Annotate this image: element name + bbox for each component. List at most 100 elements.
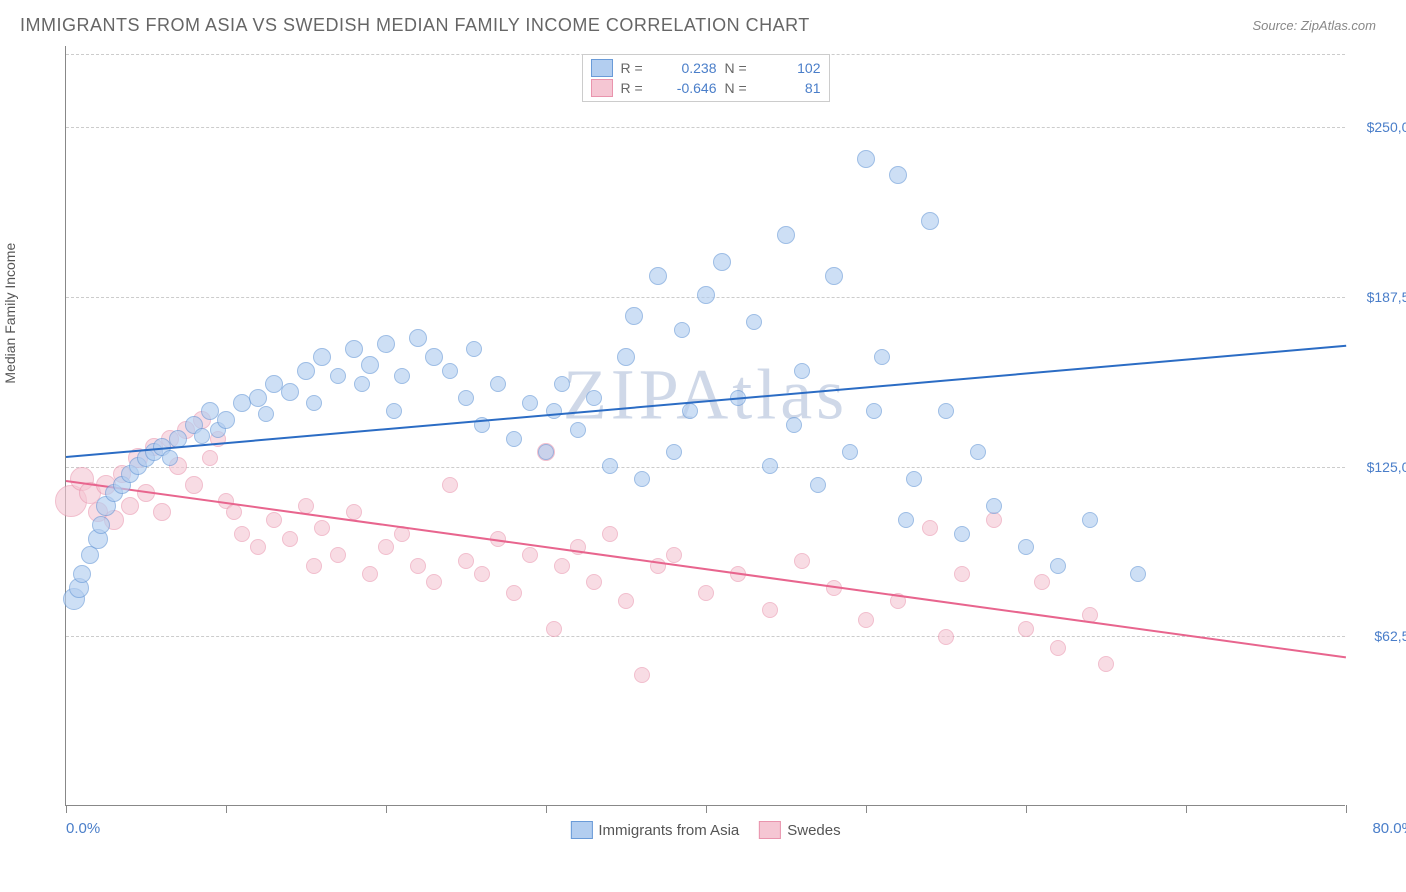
data-point-swedes	[506, 585, 522, 601]
source-name: ZipAtlas.com	[1301, 18, 1376, 33]
data-point-asia	[377, 335, 395, 353]
data-point-asia	[682, 403, 698, 419]
swatch-asia	[591, 59, 613, 77]
data-point-asia	[674, 322, 690, 338]
r-value-asia: 0.238	[657, 60, 717, 76]
data-point-swedes	[378, 539, 394, 555]
swatch-swedes	[591, 79, 613, 97]
x-tick	[1026, 805, 1027, 813]
data-point-swedes	[1098, 656, 1114, 672]
data-point-swedes	[1050, 640, 1066, 656]
data-point-asia	[586, 390, 602, 406]
x-tick	[706, 805, 707, 813]
data-point-swedes	[410, 558, 426, 574]
data-point-swedes	[698, 585, 714, 601]
source-prefix: Source:	[1252, 18, 1300, 33]
data-point-asia	[1018, 539, 1034, 555]
x-tick	[546, 805, 547, 813]
data-point-asia	[394, 368, 410, 384]
data-point-swedes	[938, 629, 954, 645]
data-point-swedes	[954, 566, 970, 582]
x-tick	[866, 805, 867, 813]
data-point-swedes	[1018, 621, 1034, 637]
data-point-asia	[425, 348, 443, 366]
data-point-asia	[938, 403, 954, 419]
data-point-asia	[92, 516, 110, 534]
series-legend: Immigrants from Asia Swedes	[570, 821, 840, 839]
data-point-swedes	[794, 553, 810, 569]
y-tick-label: $187,500	[1350, 289, 1406, 305]
data-point-swedes	[666, 547, 682, 563]
x-tick	[66, 805, 67, 813]
data-point-asia	[874, 349, 890, 365]
data-point-asia	[921, 212, 939, 230]
data-point-asia	[361, 356, 379, 374]
legend-label-asia: Immigrants from Asia	[598, 822, 739, 839]
data-point-swedes	[202, 450, 218, 466]
source-attribution: Source: ZipAtlas.com	[1252, 18, 1376, 33]
data-point-swedes	[153, 503, 171, 521]
x-tick	[1186, 805, 1187, 813]
correlation-legend: R = 0.238 N = 102 R = -0.646 N = 81	[582, 54, 830, 102]
data-point-asia	[386, 403, 402, 419]
data-point-asia	[217, 411, 235, 429]
data-point-asia	[986, 498, 1002, 514]
n-label: N =	[725, 80, 753, 96]
data-point-swedes	[602, 526, 618, 542]
data-point-asia	[777, 226, 795, 244]
swatch-asia	[570, 821, 592, 839]
data-point-swedes	[314, 520, 330, 536]
r-value-swedes: -0.646	[657, 80, 717, 96]
x-tick	[1346, 805, 1347, 813]
data-point-asia	[466, 341, 482, 357]
data-point-asia	[634, 471, 650, 487]
data-point-swedes	[185, 476, 203, 494]
data-point-swedes	[634, 667, 650, 683]
data-point-asia	[1050, 558, 1066, 574]
data-point-asia	[409, 329, 427, 347]
x-axis-max: 80.0%	[1372, 820, 1406, 837]
data-point-asia	[194, 428, 210, 444]
data-point-asia	[442, 363, 458, 379]
data-point-swedes	[330, 547, 346, 563]
data-point-asia	[297, 362, 315, 380]
data-point-asia	[898, 512, 914, 528]
data-point-asia	[522, 395, 538, 411]
data-point-asia	[857, 150, 875, 168]
data-point-asia	[458, 390, 474, 406]
data-point-swedes	[346, 504, 362, 520]
y-axis-label: Median Family Income	[2, 243, 18, 384]
data-point-asia	[570, 422, 586, 438]
data-point-asia	[842, 444, 858, 460]
data-point-swedes	[121, 497, 139, 515]
data-point-swedes	[618, 593, 634, 609]
data-point-asia	[889, 166, 907, 184]
data-point-asia	[713, 253, 731, 271]
data-point-swedes	[266, 512, 282, 528]
legend-item-swedes: Swedes	[759, 821, 840, 839]
data-point-asia	[794, 363, 810, 379]
data-point-asia	[602, 458, 618, 474]
data-point-asia	[354, 376, 370, 392]
data-point-swedes	[306, 558, 322, 574]
data-point-swedes	[282, 531, 298, 547]
data-point-swedes	[554, 558, 570, 574]
data-point-swedes	[1034, 574, 1050, 590]
y-tick-label: $125,000	[1350, 459, 1406, 475]
data-point-swedes	[442, 477, 458, 493]
legend-label-swedes: Swedes	[787, 822, 840, 839]
data-point-asia	[249, 389, 267, 407]
data-point-asia	[617, 348, 635, 366]
n-value-asia: 102	[761, 60, 821, 76]
legend-row-asia: R = 0.238 N = 102	[591, 59, 821, 77]
legend-row-swedes: R = -0.646 N = 81	[591, 79, 821, 97]
plot-region: ZIPAtlas R = 0.238 N = 102 R = -0.646 N …	[65, 46, 1345, 806]
data-point-asia	[762, 458, 778, 474]
data-point-asia	[538, 444, 554, 460]
swatch-swedes	[759, 821, 781, 839]
gridline	[66, 127, 1345, 128]
data-point-asia	[554, 376, 570, 392]
data-point-swedes	[458, 553, 474, 569]
data-point-asia	[666, 444, 682, 460]
data-point-asia	[330, 368, 346, 384]
